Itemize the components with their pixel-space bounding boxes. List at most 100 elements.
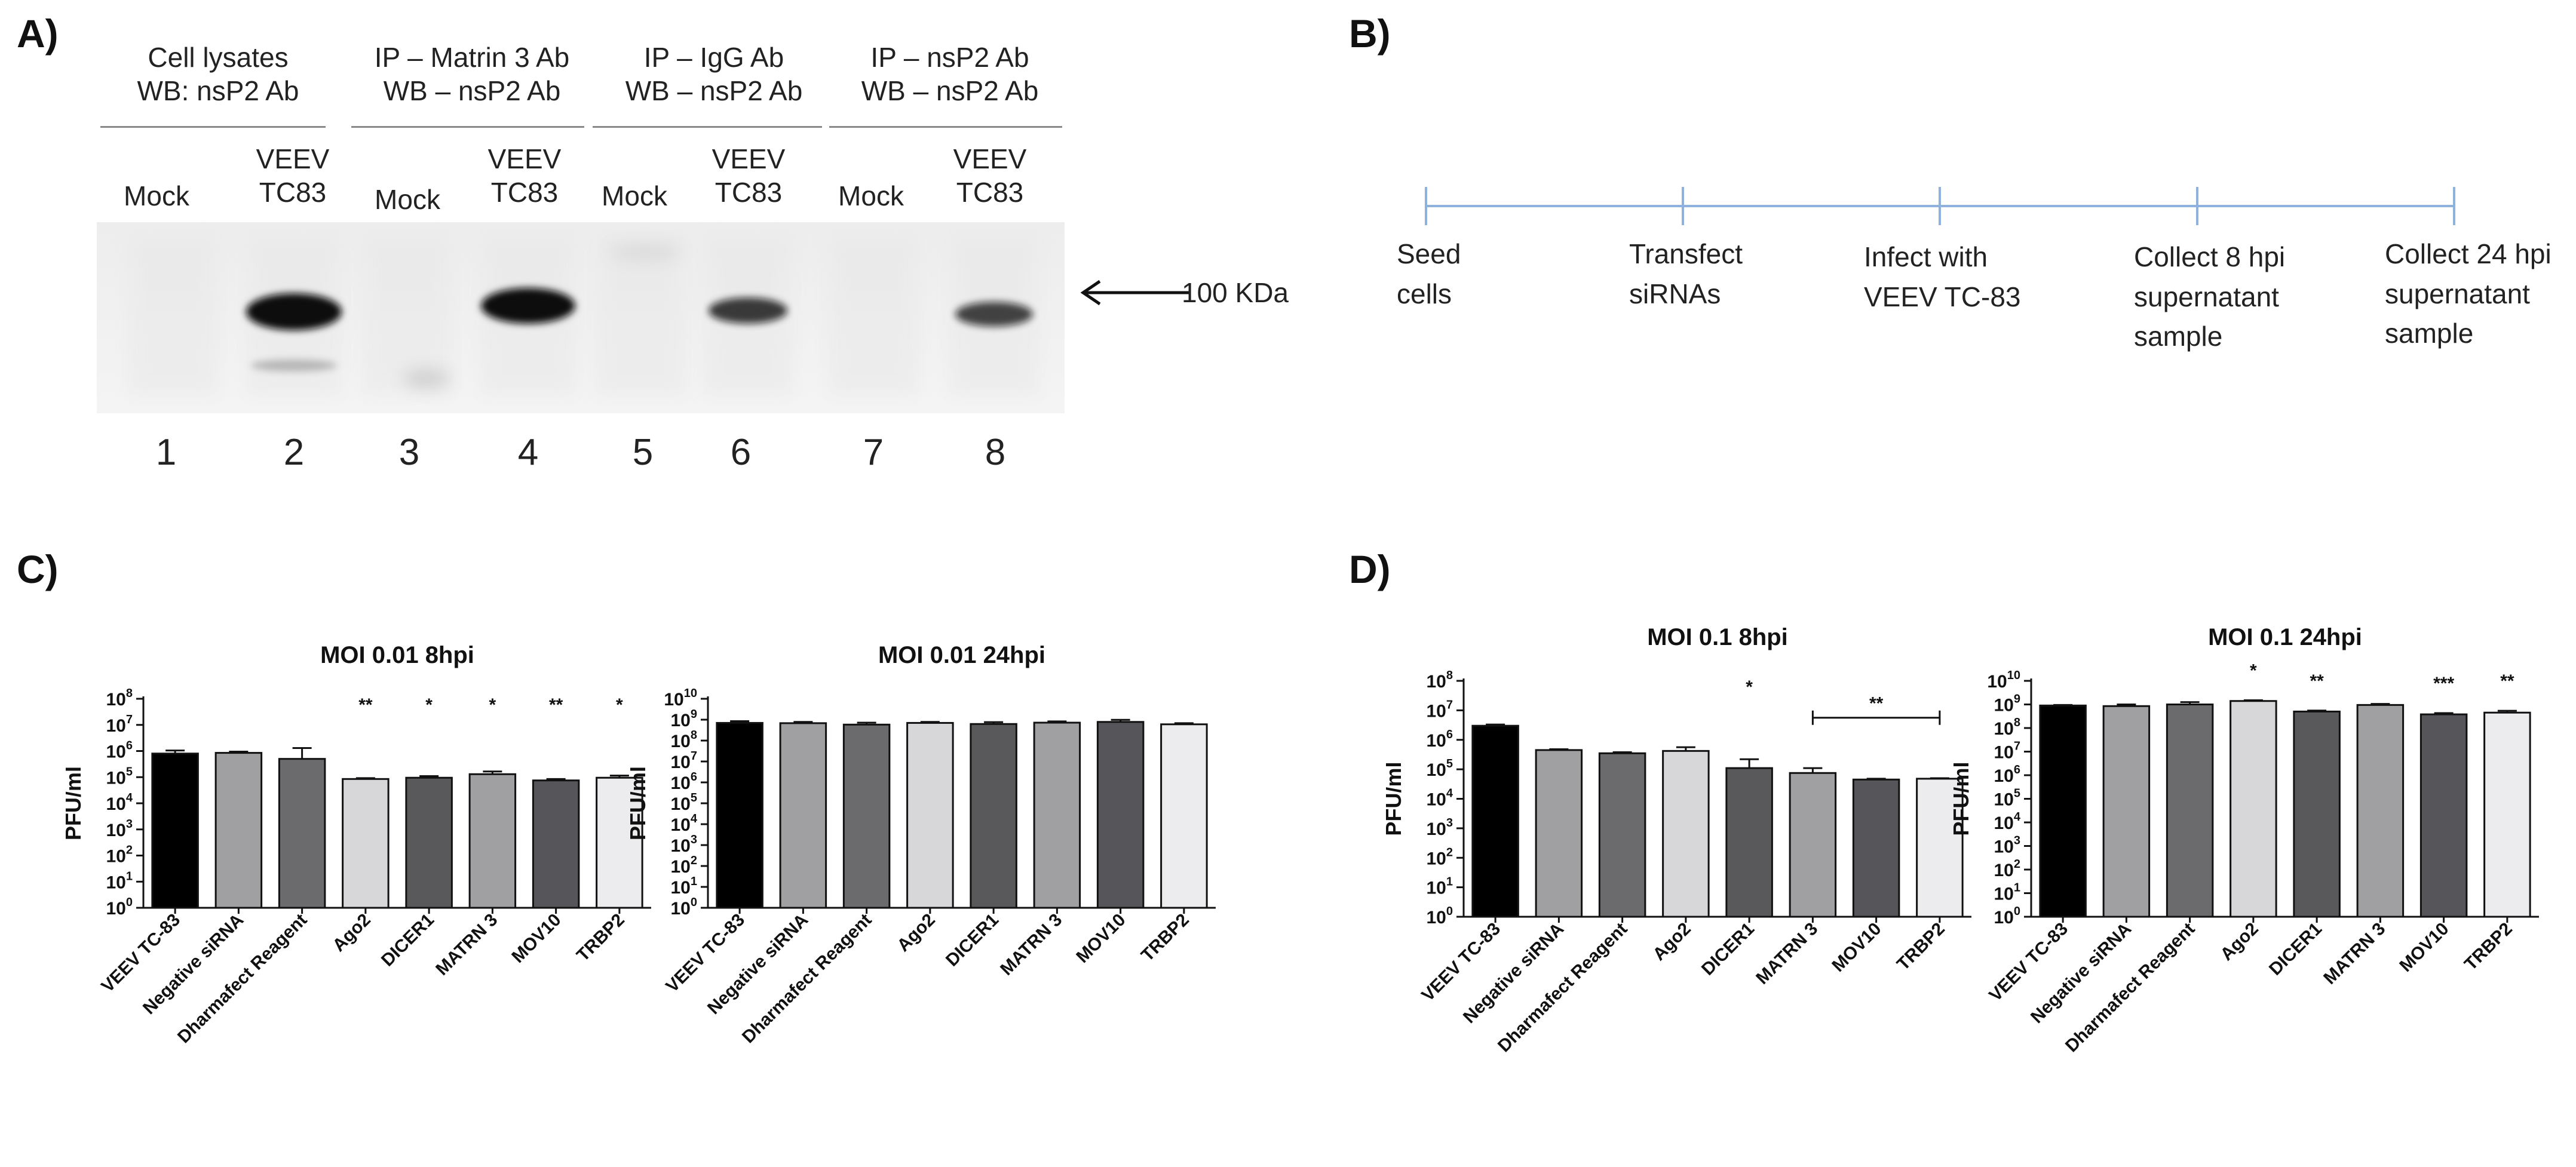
chart-title: MOI 0.1 24hpi: [2208, 624, 2362, 650]
lane-header-line: VEEV: [712, 143, 786, 174]
category-label: MOV10: [1828, 919, 1885, 976]
chart-title: MOI 0.1 8hpi: [1647, 624, 1788, 650]
category-label: Ago2: [2216, 919, 2262, 965]
category-label: Ago2: [1649, 919, 1694, 965]
y-tick-label: 102: [671, 854, 698, 877]
blot-group-rule: [829, 126, 1062, 128]
blot-group-header: IP – Matrin 3 Ab WB – nsP2 Ab: [375, 41, 569, 108]
significance-marker: *: [616, 695, 623, 715]
marker-label: 100 KDa: [1182, 277, 1289, 308]
chart-title: MOI 0.01 24hpi: [878, 642, 1045, 668]
lane-header-veev: VEEV TC83: [953, 142, 1027, 209]
timeline-step-line: Collect 24 hpi: [2385, 238, 2552, 269]
timeline-step: Collect 24 hpi supernatant sample: [2385, 234, 2552, 354]
bar: [468, 773, 517, 909]
y-tick-label: 109: [671, 708, 698, 730]
y-tick-label: 103: [1427, 816, 1453, 839]
bar: [842, 723, 891, 909]
chart-title: MOI 0.01 8hpi: [320, 642, 474, 668]
blot-group-rule: [100, 126, 326, 128]
y-tick-label: 103: [671, 833, 698, 856]
smear: [403, 370, 450, 387]
category-label: Dharmafect Reagent: [738, 910, 876, 1048]
bar: [906, 721, 954, 909]
y-tick-label: 103: [1994, 834, 2021, 857]
lane-header-line: TC83: [259, 177, 327, 208]
protein-band: [481, 288, 575, 324]
blot-group-subtitle: WB – nsP2 Ab: [625, 75, 803, 107]
category-label: Dharmafect Reagent: [174, 910, 311, 1048]
timeline-step: Infect with VEEV TC-83: [1864, 237, 2020, 317]
lane-number: 2: [283, 432, 305, 473]
y-tick-label: 100: [106, 896, 133, 919]
blot-group-subtitle: WB – nsP2 Ab: [861, 75, 1039, 107]
lane-haze: [128, 234, 218, 395]
category-label: DICER1: [942, 910, 1002, 971]
timeline-step-line: supernatant: [2134, 281, 2279, 312]
category-label: TRBP2: [573, 910, 628, 966]
blot-group-rule: [351, 126, 584, 128]
bar-chart-moi01-24hpi: MOI 0.1 24hpi PFU/ml 100101102103104105106…: [1954, 624, 2539, 1056]
timeline-step: Transfect siRNAs: [1629, 234, 1743, 314]
bar: [1160, 723, 1208, 909]
y-tick-label: 104: [671, 812, 698, 835]
bar: [1471, 724, 1519, 918]
category-label: DICER1: [1698, 919, 1758, 979]
lane-header-line: VEEV: [953, 143, 1027, 174]
panel-label-d: D): [1349, 547, 1391, 591]
category-label: DICER1: [2265, 919, 2326, 979]
y-tick-label: 101: [106, 870, 133, 892]
lane-number: 3: [398, 432, 420, 473]
y-axis-label: PFU/ml: [1386, 761, 1406, 836]
y-tick-label: 1010: [1987, 669, 2020, 692]
y-tick-label: 102: [1427, 846, 1453, 868]
timeline-step-line: sample: [2385, 318, 2474, 349]
bar: [970, 723, 1017, 909]
category-label: DICER1: [378, 910, 438, 971]
timeline-step-line: supernatant: [2385, 278, 2530, 309]
blot-group-title: IP – Matrin 3 Ab: [374, 42, 570, 73]
timeline-step-line: sample: [2134, 321, 2223, 352]
y-axis-label: PFU/ml: [1954, 761, 1973, 836]
bar: [2166, 704, 2214, 918]
bar-chart-moi01-8hpi: MOI 0.1 8hpi PFU/ml 100 101 102 103 104 105 106 1…: [1386, 624, 1971, 1057]
significance-marker: *: [425, 695, 433, 715]
category-label: Ago2: [329, 910, 374, 956]
significance-marker: **: [358, 695, 373, 715]
y-tick-label: 100: [671, 896, 698, 919]
lane-number: 1: [155, 432, 177, 473]
timeline-step-line: Collect 8 hpi: [2134, 241, 2286, 272]
y-tick-label: 107: [106, 713, 133, 736]
timeline-step: Seed cells: [1397, 234, 1461, 314]
y-tick-label: 108: [106, 687, 133, 710]
category-label: MATRN 3: [996, 910, 1066, 979]
y-tick-label: 109: [1994, 693, 2021, 715]
bar: [1535, 749, 1583, 918]
bracket-label: **: [1869, 694, 1884, 714]
timeline-axis: [1425, 187, 2455, 225]
y-tick-label: 106: [1427, 728, 1453, 751]
lane-haze: [363, 234, 452, 395]
category-label: TRBP2: [2461, 919, 2516, 975]
bar: [532, 779, 580, 909]
bar: [342, 778, 390, 909]
blot-group-header: IP – IgG Ab WB – nsP2 Ab: [625, 41, 803, 108]
y-tick-label: 106: [671, 770, 698, 793]
protein-band: [955, 302, 1033, 327]
significance-marker: ***: [2433, 674, 2454, 693]
category-label: Dharmafect Reagent: [1494, 919, 1632, 1057]
smear: [609, 245, 681, 259]
blot-group-subtitle: WB: nsP2 Ab: [137, 75, 299, 107]
y-tick-label: 101: [1427, 876, 1453, 898]
blot-membrane: [97, 222, 1065, 413]
bar: [278, 758, 326, 909]
y-tick-label: 108: [671, 729, 698, 751]
lane-header-mock: Mock: [838, 180, 904, 211]
y-tick-label: 106: [1994, 763, 2021, 786]
lane-header-line: TC83: [956, 177, 1024, 208]
lane-header-mock: Mock: [602, 180, 667, 211]
panel-label-c: C): [17, 547, 59, 591]
bar: [2483, 711, 2531, 918]
y-tick-label: 107: [1427, 698, 1453, 721]
category-label: MOV10: [508, 910, 565, 967]
